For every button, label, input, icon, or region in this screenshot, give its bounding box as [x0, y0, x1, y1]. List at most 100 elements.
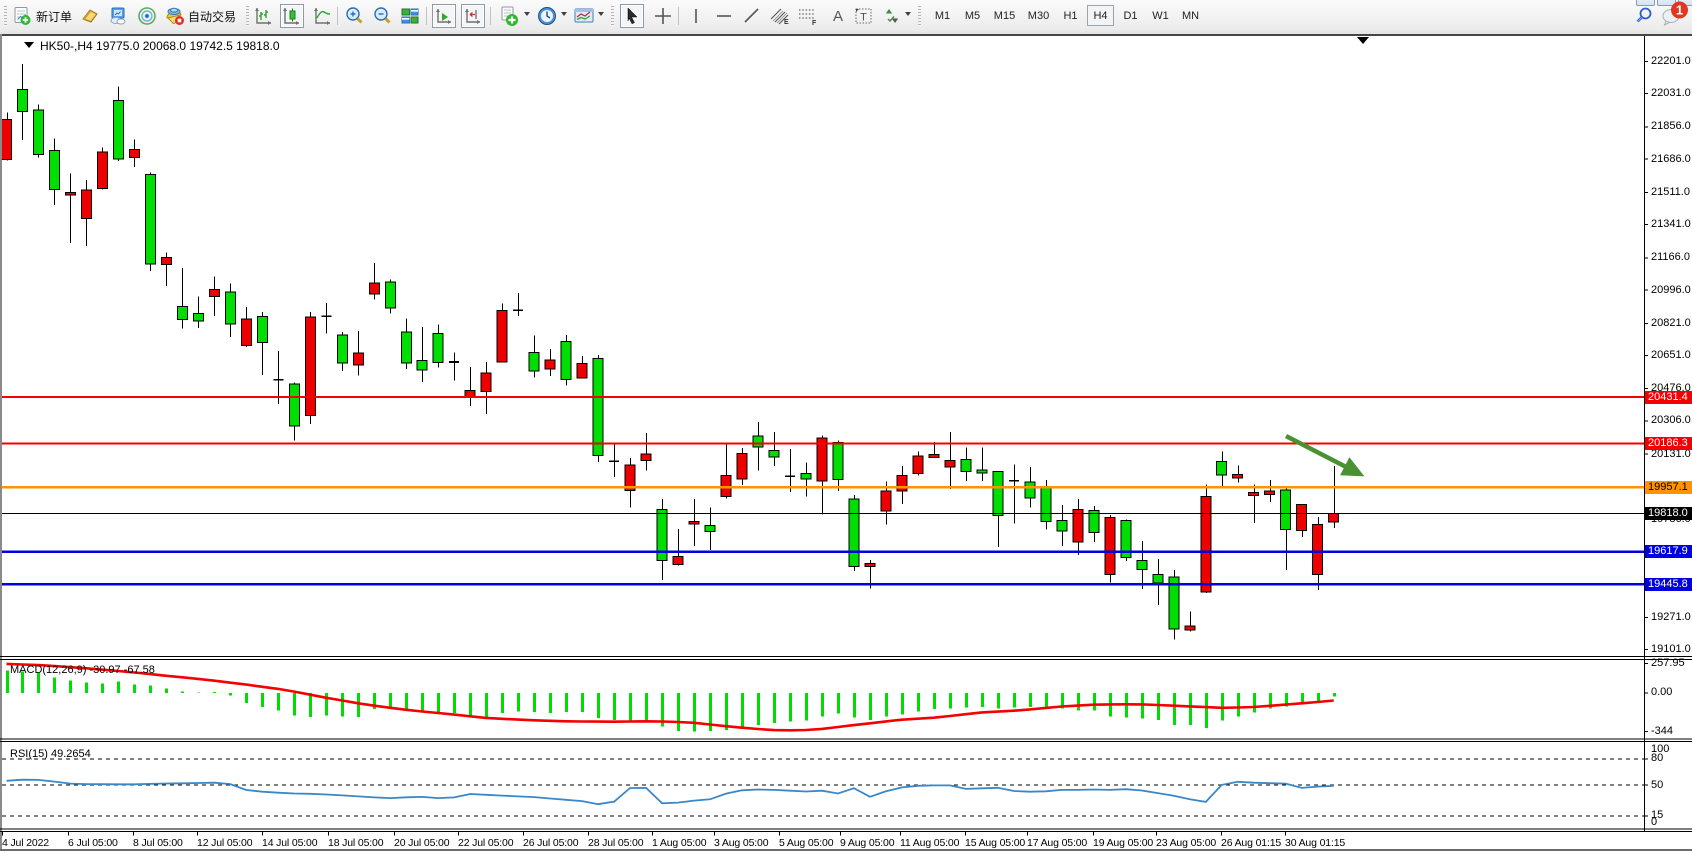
templates-dropdown-arrow[interactable] [598, 12, 604, 16]
templates-button[interactable] [572, 4, 596, 28]
arrows-dropdown-arrow[interactable] [905, 12, 911, 16]
trendline-button[interactable] [740, 4, 764, 28]
date-tick-label: 19 Aug 05:00 [1093, 837, 1154, 849]
notifications-button[interactable]: 1 [1660, 1, 1690, 26]
date-tick-label: 22 Jul 05:00 [458, 837, 514, 849]
timeframe-button-m30[interactable]: M30 [1027, 9, 1050, 22]
horizontal-line-icon [714, 6, 734, 26]
price-line-badge: 19617.9 [1645, 545, 1692, 559]
date-tick-label: 3 Aug 05:00 [714, 837, 769, 849]
timeframe-button-h4[interactable]: H4 [1087, 5, 1114, 26]
line-chart-button[interactable] [311, 4, 335, 28]
rsi-tick-label: 50 [1651, 778, 1664, 791]
text-button[interactable]: A [826, 4, 850, 28]
market-watch-button[interactable] [78, 4, 102, 28]
macd-panel[interactable] [0, 34, 1692, 849]
search-button[interactable] [1632, 4, 1656, 28]
candle [768, 431, 780, 466]
candle [368, 263, 380, 300]
date-tick-label: 11 Aug 05:00 [900, 837, 960, 849]
price-tick-label: 19271.0 [1651, 610, 1691, 623]
line-chart-icon [313, 6, 333, 26]
auto-scroll-button[interactable] [432, 4, 456, 28]
toolbar-drag-handle[interactable] [4, 6, 7, 26]
chart-collapse-icon[interactable] [22, 40, 36, 50]
macd-tick-label: -344 [1651, 725, 1674, 738]
bar-chart-button[interactable] [252, 4, 276, 28]
toolbar-drag-handle[interactable] [246, 6, 249, 26]
toolbar: 新订单 [0, 0, 1692, 35]
tile-windows-button[interactable] [398, 4, 422, 28]
timeframe-button-w1[interactable]: W1 [1152, 9, 1169, 22]
timeframe-button-d1[interactable]: D1 [1123, 9, 1138, 22]
new-order-button[interactable]: 新订单 [12, 5, 72, 27]
candlestick-chart-button[interactable] [280, 4, 304, 28]
market-watch-icon [80, 6, 100, 26]
candle [144, 172, 156, 271]
timeframe-button-m1[interactable]: M1 [934, 9, 951, 22]
candle [896, 466, 908, 504]
candle [576, 356, 588, 379]
toolbar-drag-handle[interactable] [611, 6, 614, 26]
candle [960, 447, 972, 481]
equidistant-channel-icon: E [769, 6, 791, 26]
timeframe-button-mn[interactable]: MN [1181, 9, 1200, 22]
price-tick-label: 21686.0 [1651, 152, 1691, 165]
chart-shift-marker-icon[interactable] [1357, 37, 1369, 44]
zoom-out-button[interactable] [370, 4, 394, 28]
horizontal-line-button[interactable] [712, 4, 736, 28]
candle [304, 312, 316, 425]
candle [1216, 451, 1228, 487]
rsi-panel[interactable] [0, 34, 1692, 849]
candle [736, 448, 748, 485]
arrows-button[interactable] [880, 4, 904, 28]
candle [1200, 484, 1212, 593]
zoom-out-icon [372, 6, 393, 27]
price-line-badge: 19957.1 [1645, 480, 1692, 494]
indicators-button[interactable] [497, 4, 521, 28]
indicators-dropdown-arrow[interactable] [524, 12, 530, 16]
date-tick-label: 12 Jul 05:00 [197, 837, 253, 849]
candle [832, 440, 844, 492]
periods-dropdown-arrow[interactable] [561, 12, 567, 16]
data-window-button[interactable] [106, 4, 130, 28]
candle [1232, 465, 1244, 483]
candlestick-chart-icon [282, 6, 302, 26]
timeframe-button-h1[interactable]: H1 [1063, 9, 1078, 22]
candle [352, 331, 364, 376]
price-chart[interactable] [0, 34, 1692, 851]
candle [416, 326, 428, 383]
candle [688, 499, 700, 546]
macd-tick-label: 0.00 [1651, 686, 1673, 699]
fibonacci-button[interactable]: F [796, 4, 820, 28]
candle [848, 495, 860, 572]
navigator-button[interactable] [135, 4, 159, 28]
equidistant-channel-button[interactable]: E [768, 4, 792, 28]
candle [273, 351, 284, 404]
candle [1184, 611, 1196, 632]
crosshair-icon [653, 6, 673, 26]
zoom-in-button[interactable] [342, 4, 366, 28]
toolbar-drag-handle[interactable] [918, 6, 921, 26]
date-tick-label: 8 Jul 05:00 [133, 837, 183, 849]
chart-window-border [0, 849, 1692, 851]
date-tick-label: 1 Aug 05:00 [652, 837, 707, 849]
vertical-line-button[interactable] [684, 4, 708, 28]
text-label-button[interactable]: T [852, 4, 876, 28]
chart-shift-button[interactable] [461, 4, 485, 28]
periods-button[interactable] [535, 4, 559, 28]
date-tick-label: 26 Aug 01:15 [1221, 837, 1282, 849]
timeframe-button-m5[interactable]: M5 [964, 9, 981, 22]
tile-windows-icon [400, 6, 420, 26]
arrow-annotation[interactable] [1284, 433, 1365, 477]
window-minimize-button[interactable] [1636, 0, 1655, 6]
date-tick-label: 9 Aug 05:00 [840, 837, 895, 849]
toolbar-separator [490, 7, 491, 25]
autotrading-button[interactable]: 自动交易 [163, 5, 236, 27]
price-line-badge: 20431.4 [1645, 390, 1692, 404]
candle [1248, 484, 1260, 523]
cursor-button[interactable] [620, 4, 644, 28]
crosshair-button[interactable] [651, 4, 675, 28]
price-tick-label: 21856.0 [1651, 120, 1691, 133]
timeframe-button-m15[interactable]: M15 [993, 9, 1016, 22]
